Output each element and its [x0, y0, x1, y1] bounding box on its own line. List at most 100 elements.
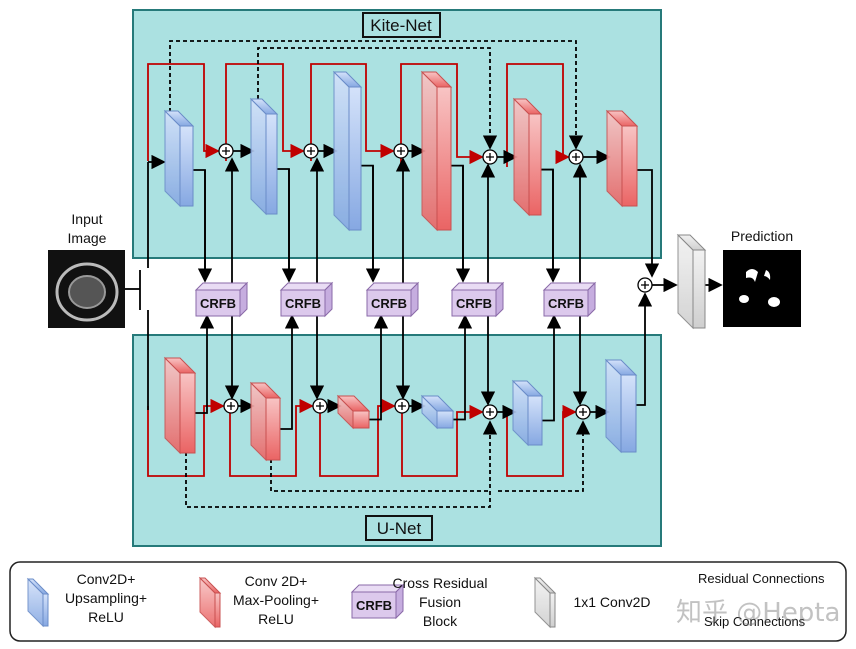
conv-upsampling-block [420, 394, 455, 430]
block-front [348, 86, 362, 231]
legend-blue-block-icon [26, 577, 50, 628]
block-side [677, 233, 694, 330]
block-front [436, 410, 454, 429]
legend-skip-label: Skip Connections [704, 614, 806, 629]
block-front [352, 410, 370, 429]
block-front [42, 593, 49, 627]
crfb-label: CRFB [356, 598, 392, 613]
block-front [528, 113, 542, 216]
mask-region [739, 295, 749, 303]
plus-icon [398, 402, 406, 410]
mask-region [746, 269, 758, 282]
residual-connection [147, 398, 225, 477]
skip-connection [169, 40, 584, 150]
crfb-label: CRFB [371, 296, 407, 311]
conv-upsampling-block [511, 379, 544, 447]
crfb-top [365, 282, 420, 291]
sum-node [218, 143, 234, 159]
crfb-label: CRFB [285, 296, 321, 311]
mask-region [768, 297, 780, 307]
kite-net-title-box [362, 12, 441, 38]
block-side [605, 358, 622, 454]
connection [636, 292, 653, 406]
conv-upsampling-block [249, 97, 279, 216]
sum-node [568, 149, 584, 165]
plus-icon [641, 281, 649, 289]
legend-conv-up-label: ReLU [88, 609, 124, 625]
prediction-bg [723, 250, 801, 327]
plus-icon [307, 147, 315, 155]
skip-connection [257, 47, 498, 150]
conv-maxpool-block [163, 356, 197, 455]
u-net-title-box [365, 515, 433, 541]
crfb-label: CRFB [548, 296, 584, 311]
connection [453, 314, 473, 421]
ultrasound-shape [68, 275, 106, 309]
crfb-front [543, 289, 589, 317]
block-front [549, 592, 556, 628]
crfb-top [194, 282, 249, 291]
residual-connection [400, 63, 484, 167]
crfb-label: CRFB [200, 296, 236, 311]
legend-residual-label: Residual Connections [698, 571, 825, 586]
u-net-panel [132, 334, 662, 547]
sum-node [482, 404, 498, 420]
block-side [421, 70, 438, 232]
block-side [250, 97, 267, 216]
plus-icon [572, 153, 580, 161]
block-front [436, 86, 452, 231]
crfb-front [280, 289, 326, 317]
sum-node [394, 398, 410, 414]
residual-connection [147, 63, 220, 161]
plus-icon [579, 408, 587, 416]
crfb-block: CRFB [194, 281, 249, 318]
mask-region [764, 270, 771, 280]
conv-upsampling-block [163, 109, 195, 208]
connection [195, 314, 215, 414]
crfb-block: CRFB [279, 281, 334, 318]
residual-connection [506, 63, 570, 167]
residual-connection [310, 63, 395, 161]
connection [280, 314, 300, 430]
skip-connection [185, 420, 498, 508]
conv-maxpool-block [512, 97, 543, 217]
block-side [606, 109, 623, 208]
block-front [527, 395, 543, 446]
residual-connection [506, 404, 577, 477]
conv-maxpool-block [420, 70, 453, 232]
plus-icon [227, 402, 235, 410]
plus-icon [222, 147, 230, 155]
residual-connection [225, 63, 305, 161]
legend-conv-pool-label: Max-Pooling+ [233, 592, 319, 608]
sum-node [575, 404, 591, 420]
legend-crfb-label: Fusion [419, 594, 461, 610]
crfb-block: CRFB [365, 281, 420, 318]
block-side [164, 109, 181, 208]
ultrasound-shape [55, 262, 119, 322]
block-side [333, 70, 350, 232]
crfb-front [366, 289, 412, 317]
input-label-2: Image [68, 230, 107, 246]
crfb-front [195, 289, 241, 317]
legend-conv1x1-label: 1x1 Conv2D [573, 594, 650, 610]
legend-conv-up-label: Conv2D+ [77, 571, 136, 587]
sum-node [393, 143, 409, 159]
input-label-1: Input [71, 211, 102, 227]
kite-net-panel [132, 9, 662, 259]
block-front [214, 592, 221, 628]
block-front [179, 125, 194, 207]
skip-connection [498, 420, 591, 492]
crfb-block: CRFB [450, 281, 505, 318]
crfb-top [279, 282, 334, 291]
block-front [621, 125, 638, 207]
block-front [620, 374, 637, 453]
conv-maxpool-block [249, 381, 282, 462]
crfb-label: CRFB [456, 296, 492, 311]
conv-upsampling-block [332, 70, 363, 232]
block-front [265, 113, 278, 215]
u-net-title: U-Net [377, 519, 422, 538]
conv-maxpool-block [605, 109, 639, 208]
legend-conv-up-label: Upsampling+ [65, 590, 147, 606]
plus-icon [486, 408, 494, 416]
